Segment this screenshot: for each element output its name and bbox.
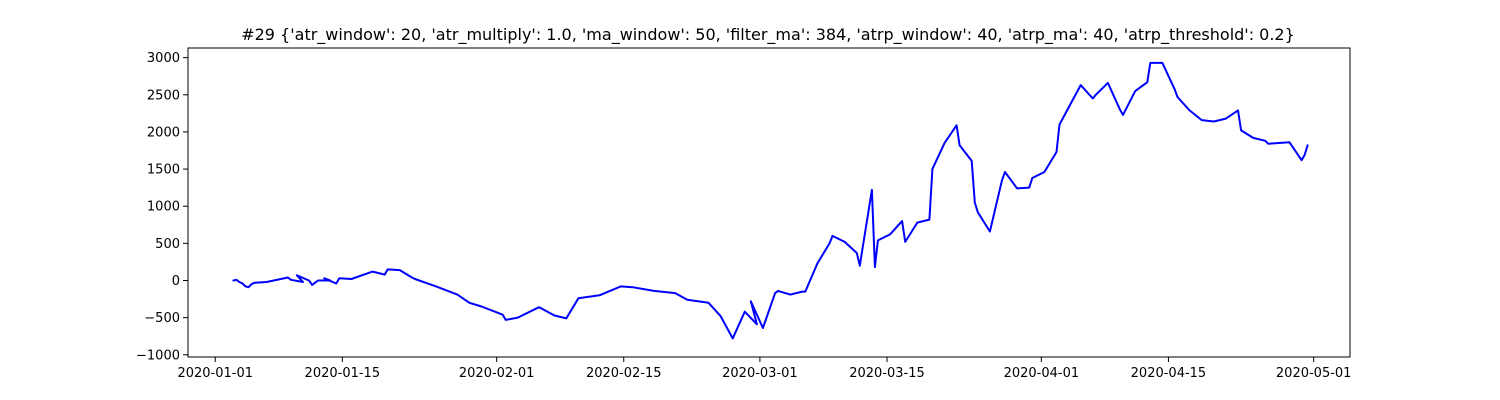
x-tick-label: 2020-03-15 (849, 366, 925, 381)
y-tick-label: 2000 (147, 125, 180, 140)
plot-frame (187, 47, 1351, 358)
plot-area (232, 61, 1309, 340)
x-tick-label: 2020-02-01 (459, 366, 535, 381)
y-tick-label: 3000 (147, 51, 180, 66)
x-tick-label: 2020-04-01 (1004, 366, 1080, 381)
y-tick-label: 2500 (147, 88, 180, 103)
x-axis: 2020-01-01 2020-01-15 2020-02-01 2020-02-15… (177, 357, 1351, 381)
x-tick-label: 2020-05-01 (1276, 366, 1352, 381)
chart-title: #29 {'atr_window': 20, 'atr_multiply': 1… (241, 25, 1295, 45)
y-tick-label: −1000 (136, 348, 180, 363)
y-tick-label: −500 (144, 311, 180, 326)
equity-curve-line (232, 61, 1309, 340)
x-tick-label: 2020-04-15 (1131, 366, 1207, 381)
y-tick-label: 1500 (147, 163, 180, 178)
y-tick-label: 500 (155, 237, 180, 252)
y-axis: −1000 −500 0 500 1000 1500 2000 2500 3000 (136, 51, 188, 363)
y-tick-label: 0 (172, 274, 180, 289)
x-tick-label: 2020-01-01 (177, 366, 253, 381)
y-tick-label: 1000 (147, 200, 180, 215)
x-tick-label: 2020-03-01 (722, 366, 798, 381)
x-tick-label: 2020-01-15 (305, 366, 381, 381)
x-tick-label: 2020-02-15 (586, 366, 662, 381)
